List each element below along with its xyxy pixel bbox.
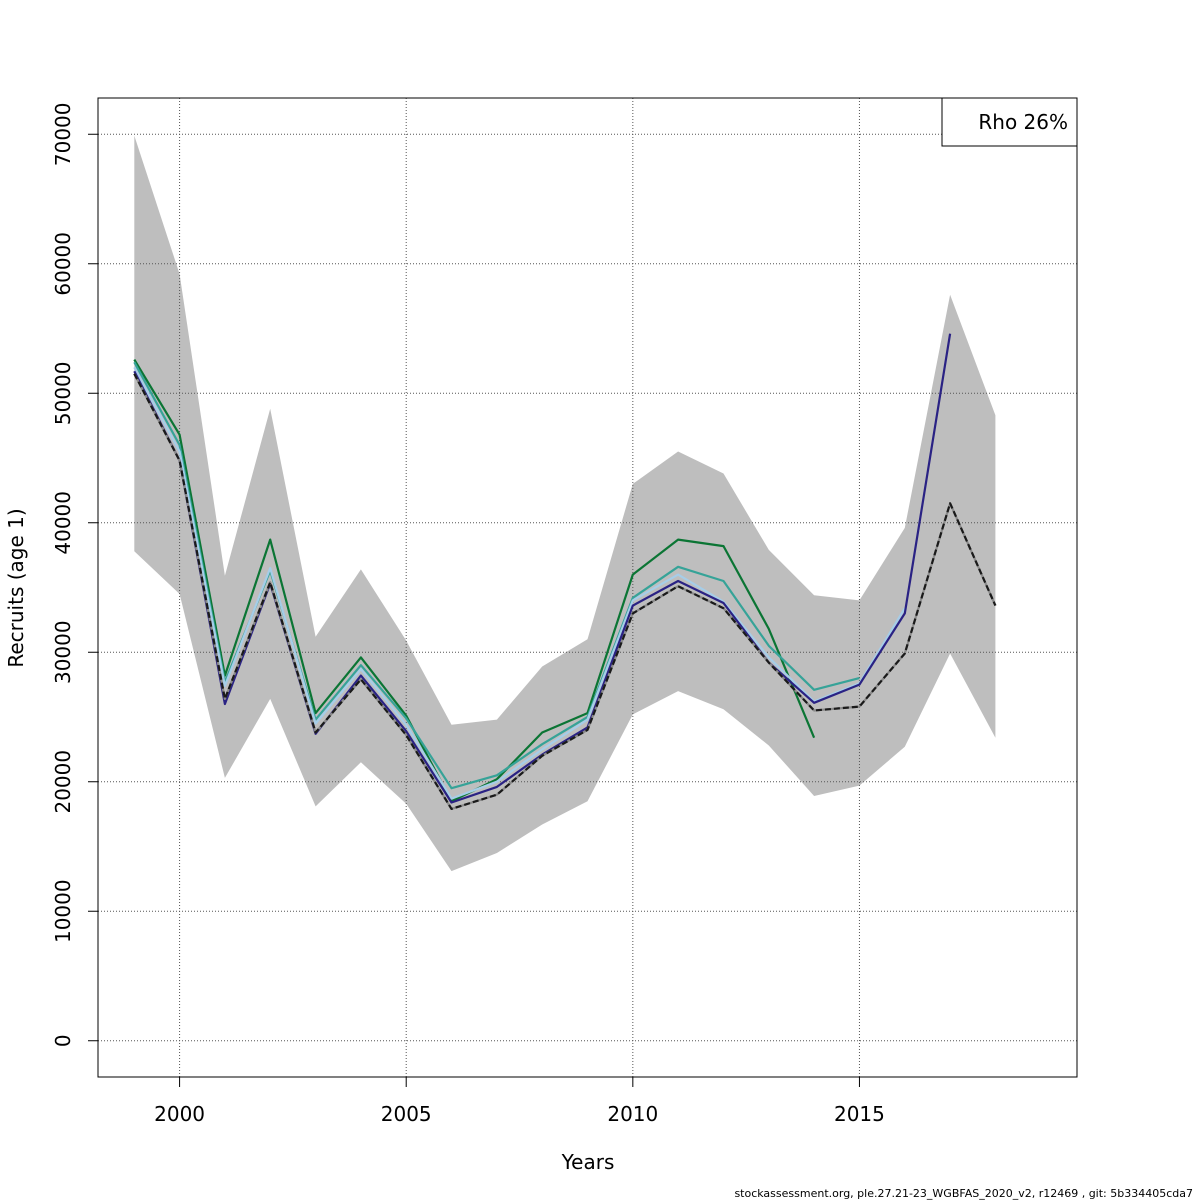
series-line (133, 366, 906, 800)
x-tick-label: 2010 (607, 1102, 658, 1126)
y-tick-label: 40000 (51, 491, 75, 555)
grid-layer (98, 98, 1077, 1077)
y-tick-label: 60000 (51, 232, 75, 296)
y-tick-label: 20000 (51, 750, 75, 814)
plot-frame (97, 97, 1078, 1078)
legend-box (941, 97, 1078, 147)
confidence-band (134, 135, 996, 872)
legend-text: Rho 26% (978, 110, 1068, 134)
x-tick-label: 2005 (381, 1102, 432, 1126)
x-axis: 2000 2005 2010 2015 (154, 1077, 885, 1126)
y-tick-label: 50000 (51, 361, 75, 425)
confidence-band-layer (134, 135, 996, 872)
x-tick-label: 2015 (834, 1102, 885, 1126)
y-tick-label: 0 (51, 1034, 75, 1047)
y-axis-title: Recruits (age 1) (4, 508, 28, 667)
y-tick-label: 70000 (51, 102, 75, 166)
legend: Rho 26% (941, 97, 1078, 147)
x-tick-label: 2000 (154, 1102, 205, 1126)
y-axis: 0 10000 20000 30000 40000 50000 60000 70000 (51, 102, 98, 1047)
series-line-reference (133, 373, 997, 811)
footer-caption: stockassessment.org, ple.27.21-23_WGBFAS… (734, 1187, 1193, 1200)
x-axis-title: Years (561, 1150, 615, 1174)
y-tick-label: 30000 (51, 620, 75, 684)
series-layer (133, 333, 997, 811)
y-tick-label: 10000 (51, 879, 75, 943)
